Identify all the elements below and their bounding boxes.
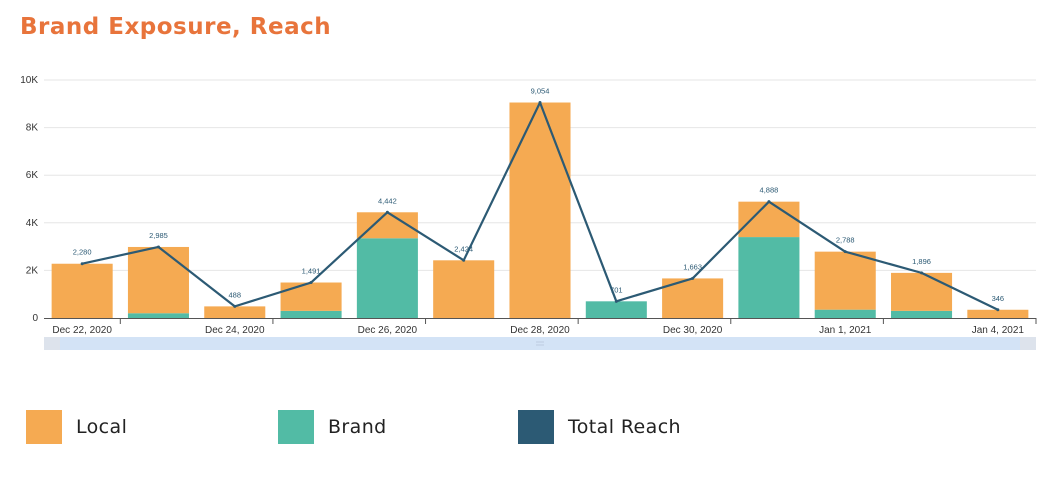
bar-local: [509, 102, 571, 318]
y-tick-label: 4K: [26, 218, 39, 229]
bar-local: [738, 201, 800, 238]
x-tick-label: Jan 4, 2021: [972, 325, 1025, 336]
x-tick-label: Jan 1, 2021: [819, 325, 872, 336]
y-tick-label: 2K: [26, 265, 39, 276]
chart-title: Brand Exposure, Reach: [20, 14, 332, 40]
bar-brand: [356, 238, 418, 318]
total-reach-point: [538, 101, 542, 105]
legend: Local Brand Total Reach: [0, 404, 1060, 454]
bar-brand: [127, 313, 189, 318]
bar-line-chart: 0 2K 4K 6K 8K 10K 2,280 2,985 488 1,491 4,442 2,42…: [20, 75, 1037, 350]
data-label: 346: [992, 294, 1005, 303]
total-reach-point: [309, 281, 313, 285]
data-label: 4,442: [378, 196, 397, 205]
data-label: 4,888: [760, 186, 779, 195]
bar-local: [127, 246, 189, 314]
data-label: 2,280: [73, 248, 92, 257]
total-reach-point: [691, 276, 695, 280]
scrollbar-right-handle[interactable]: [1020, 337, 1036, 350]
data-labels: 2,280 2,985 488 1,491 4,442 2,424 9,054 701 1,66…: [73, 87, 1004, 303]
total-reach-point: [233, 304, 237, 308]
bar-local: [967, 309, 1029, 318]
y-tick-label: 8K: [26, 123, 39, 134]
data-label: 2,424: [454, 244, 473, 253]
legend-swatch-total-reach: [518, 410, 554, 444]
bar-local: [433, 260, 495, 318]
bar-brand: [585, 301, 647, 318]
bar-local: [891, 272, 953, 311]
total-reach-point: [614, 299, 618, 303]
total-reach-point: [156, 245, 160, 249]
data-label: 2,985: [149, 231, 168, 240]
scrollbar-thumb[interactable]: [60, 337, 1020, 350]
total-reach-line: [80, 101, 1000, 312]
total-reach-point: [385, 210, 389, 214]
data-label: 9,054: [531, 87, 550, 96]
total-reach-point: [843, 250, 847, 254]
legend-item-local[interactable]: Local: [26, 409, 127, 445]
total-reach-point: [996, 308, 1000, 312]
legend-swatch-brand: [278, 410, 314, 444]
bar-local: [814, 251, 876, 310]
bar-brand: [738, 237, 800, 318]
y-axis-ticks: 0 2K 4K 6K 8K 10K: [20, 75, 38, 324]
bar-local: [204, 306, 266, 318]
legend-swatch-local: [26, 410, 62, 444]
y-tick-label: 0: [32, 313, 38, 324]
data-label: 488: [229, 290, 242, 299]
x-axis: Dec 22, 2020 Dec 24, 2020 Dec 26, 2020 Dec …: [44, 318, 1037, 336]
legend-label-total-reach: Total Reach: [568, 416, 681, 438]
data-label: 1,896: [912, 257, 931, 266]
legend-item-brand[interactable]: Brand: [278, 409, 387, 445]
data-label: 1,663: [683, 262, 702, 271]
legend-label-brand: Brand: [328, 416, 387, 438]
x-tick-label: Dec 26, 2020: [358, 325, 418, 336]
range-scrollbar[interactable]: [44, 337, 1036, 350]
scrollbar-left-handle[interactable]: [44, 337, 60, 350]
x-tick-label: Dec 22, 2020: [52, 325, 112, 336]
bar-brand: [891, 310, 953, 318]
bar-local: [51, 263, 113, 318]
total-reach-point: [80, 262, 84, 266]
scrollbar-grip-icon[interactable]: [536, 341, 544, 346]
data-label: 1,491: [302, 267, 321, 276]
bar-brand: [280, 310, 342, 318]
total-reach-point: [462, 258, 466, 262]
legend-label-local: Local: [76, 416, 128, 438]
y-tick-label: 10K: [20, 75, 38, 86]
total-reach-point: [920, 271, 924, 275]
bar-local: [280, 282, 342, 311]
bars: [51, 102, 1029, 318]
x-tick-label: Dec 30, 2020: [663, 325, 723, 336]
x-tick-label: Dec 28, 2020: [510, 325, 570, 336]
legend-item-total-reach[interactable]: Total Reach: [518, 409, 681, 445]
y-tick-label: 6K: [26, 170, 39, 181]
total-reach-point: [767, 200, 771, 204]
data-label: 2,788: [836, 236, 855, 245]
bar-brand: [814, 309, 876, 318]
x-tick-label: Dec 24, 2020: [205, 325, 265, 336]
data-label: 701: [610, 285, 623, 294]
